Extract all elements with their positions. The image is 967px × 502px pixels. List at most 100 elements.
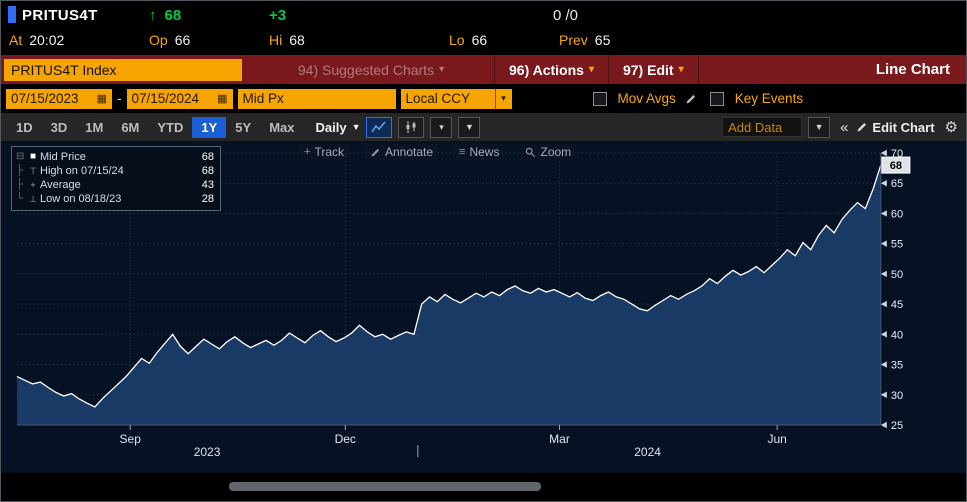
quote-header-row: PRITUS4T ↑ 68 +3 0 /0 [1,1,966,29]
periodicity-value: Daily [315,119,347,135]
range-tab-1d[interactable]: 1D [16,119,33,135]
chart-tool-news[interactable]: ≡ News [454,144,505,160]
chart-tool-track[interactable]: + Track [299,144,349,160]
menu-suggested-charts[interactable]: 94) Suggested Charts ▾ [248,55,495,84]
y-tick-arrow [880,361,887,368]
range-tab-6m[interactable]: 6M [121,119,140,135]
y-tick-label: 50 [891,269,903,281]
series-line [16,164,882,408]
mov-avgs-label: Mov Avgs [617,91,676,106]
date-to-input[interactable]: 07/15/2024 ▦ [126,88,233,109]
legend-row[interactable]: ├ ⊤ High on 07/15/24 68 [16,164,214,178]
x-tick-label: Dec [335,432,356,446]
y-tick-label: 45 [891,299,903,311]
collapse-panel-icon[interactable]: « [840,118,849,136]
candle-chart-icon-button[interactable] [398,116,425,138]
chart-tool-zoom[interactable]: Zoom [520,144,577,160]
legend-label: Average [40,179,81,191]
legend-tree-icon: └ [16,193,24,204]
chevron-down-icon: ▼ [814,122,824,132]
y-tick-arrow [880,210,887,217]
chart-area: 25 30 35 40 45 50 55 60 65 70 68 Sep Dec Mar Jun 2023 20… [1,141,966,473]
chart-toolbar: 1D 3D 1M 6M YTD 1Y 5Y Max Daily ▼ ▾ ▼ ▼ « Edit … [1,113,966,141]
y-tick-label: 60 [891,208,903,220]
news-icon: ≡ [459,146,466,158]
date-from-input[interactable]: 07/15/2023 ▦ [6,88,112,109]
legend-value: 68 [201,151,214,163]
menu-edit[interactable]: 97) Edit ▾ [609,55,699,84]
range-tab-3d[interactable]: 3D [50,119,68,135]
periodicity-selector[interactable]: Daily ▼ [315,120,360,135]
y-tick-arrow [880,180,887,187]
price-field-selector[interactable]: Mid Px [237,88,396,109]
legend-label: High on 07/15/24 [40,165,124,177]
chart-style-dropdown[interactable]: ▾ [430,116,453,138]
add-data-dropdown[interactable]: ▼ [808,116,831,138]
open-value: 66 [174,32,191,48]
menu-actions-label: 96) Actions [509,61,584,78]
y-tick-label: 25 [891,420,903,432]
year-label: 2024 [634,445,661,459]
menu-bar: PRITUS4T Index 94) Suggested Charts ▾ 96… [1,55,966,84]
pencil-icon[interactable] [685,93,697,105]
candle-chart-icon [406,121,416,133]
x-tick-label: Mar [549,432,570,446]
range-tab-5y[interactable]: 5Y [235,119,252,135]
legend-value: 28 [201,193,214,205]
chevron-down-icon: ▼ [351,122,361,132]
indicator-dropdown[interactable]: ▼ [458,116,481,138]
y-tick-arrow [880,149,887,157]
zoom-icon [526,147,536,157]
up-arrow-icon: ↑ [149,7,157,24]
date-to-value: 07/15/2024 [131,91,200,106]
legend-tree-icon: ├ [16,179,24,190]
gear-icon[interactable]: ⚙ [944,119,958,136]
horizontal-scrollbar[interactable] [229,482,541,491]
chevron-down-icon: ▼ [465,122,474,132]
calendar-icon: ▦ [217,93,228,105]
chevron-down-icon[interactable]: ▾ [494,88,512,109]
line-chart-icon-button[interactable] [366,116,393,138]
cursor-block [8,6,16,23]
calendar-icon: ▦ [96,93,107,105]
controls-row: 07/15/2023 ▦ - 07/15/2024 ▦ Mid Px Local… [1,84,966,113]
y-tick-label: 70 [891,148,903,160]
legend-row[interactable]: └ ⊥ Low on 08/18/23 28 [16,192,214,206]
legend-row[interactable]: ├ + Average 43 [16,178,214,192]
high-value: 68 [289,32,305,48]
year-label: 2023 [194,445,221,459]
at-label: At [9,32,23,48]
range-tab-1y[interactable]: 1Y [192,116,227,138]
ticker-symbol: PRITUS4T [22,7,98,24]
edit-chart-button[interactable]: Edit Chart [872,119,935,135]
prev-value: 65 [594,32,611,48]
last-price-badge-text: 68 [890,160,902,172]
range-tab-1m[interactable]: 1M [85,119,104,135]
y-tick-label: 30 [891,390,903,402]
currency-value: Local CCY [400,88,495,109]
chart-legend[interactable]: ⊟ ■ Mid Price 68 ├ ⊤ High on 07/15/24 68 ├ + Avera… [11,146,221,211]
price-change: +3 [269,7,287,24]
security-field[interactable]: PRITUS4T Index [4,58,242,81]
bid-ask-sizes: 0 /0 [553,7,579,24]
legend-value: 43 [201,179,214,191]
pencil-icon [857,123,867,132]
range-tab-max[interactable]: Max [269,119,295,135]
key-events-checkbox[interactable] [709,91,724,106]
chart-tool-label: Annotate [385,145,434,159]
mov-avgs-checkbox[interactable] [592,91,607,106]
add-data-input[interactable] [722,117,803,137]
legend-row[interactable]: ⊟ ■ Mid Price 68 [16,150,214,164]
menu-actions[interactable]: 96) Actions ▾ [495,55,609,84]
legend-label: Mid Price [40,151,86,163]
annotate-icon [371,148,380,157]
legend-marker-icon: ■ [29,151,37,162]
currency-selector[interactable]: Local CCY ▾ [400,88,512,109]
chart-tool-annotate[interactable]: Annotate [365,144,439,160]
chart-type-label: Line Chart [875,61,950,78]
range-tab-ytd[interactable]: YTD [157,119,184,135]
x-tick-label: Jun [767,432,786,446]
prev-label: Prev [559,32,588,48]
